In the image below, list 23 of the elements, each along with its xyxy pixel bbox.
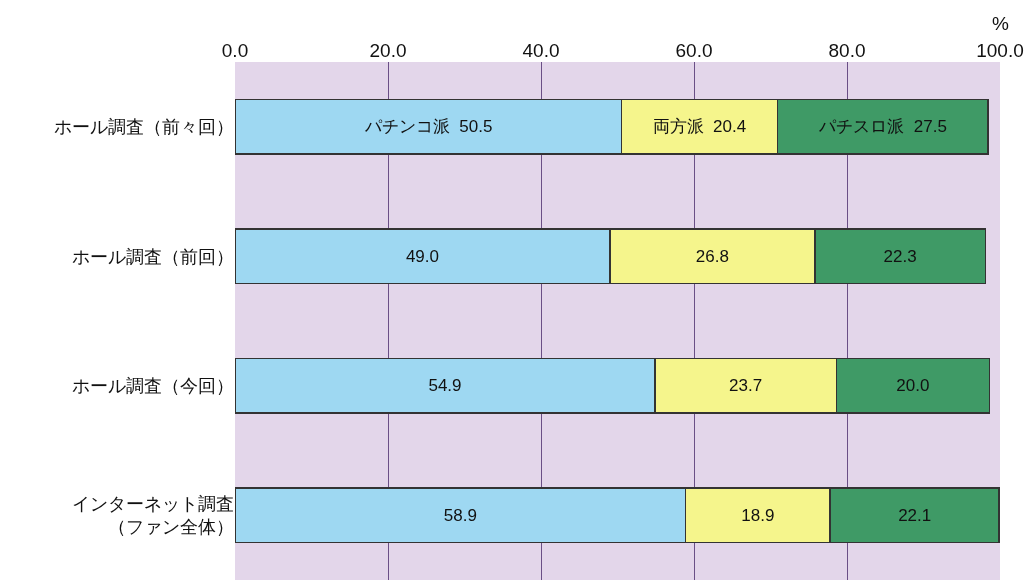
data-label: 18.9: [741, 505, 775, 525]
x-tick-label: 40.0: [522, 40, 560, 62]
x-tick-label: 60.0: [675, 40, 713, 62]
data-label: 20.0: [896, 376, 930, 396]
x-tick-label: 20.0: [369, 40, 407, 62]
y-tick-label: ホール調査（前々回）: [54, 117, 234, 138]
data-label: 22.3: [883, 246, 917, 266]
data-label: 58.9: [443, 505, 477, 525]
data-label: 23.7: [729, 376, 763, 396]
x-tick-label: 100.0: [976, 40, 1024, 62]
data-label: 22.1: [898, 505, 932, 525]
y-tick-label: インターネット調査（ファン全体）: [72, 493, 234, 538]
data-label: 両方派 20.4: [652, 117, 747, 137]
y-tick-label: ホール調査（今回）: [72, 376, 234, 397]
x-axis-title: %: [992, 13, 1009, 34]
data-label: 49.0: [405, 246, 439, 266]
data-label: パチスロ派 27.5: [818, 117, 947, 137]
data-label: 26.8: [695, 246, 729, 266]
data-label: パチンコ派 50.5: [363, 117, 493, 137]
x-tick-label: 0.0: [221, 40, 249, 62]
x-tick-label: 80.0: [828, 40, 866, 62]
y-tick-label: ホール調査（前回）: [72, 246, 234, 267]
data-label: 54.9: [428, 376, 462, 396]
